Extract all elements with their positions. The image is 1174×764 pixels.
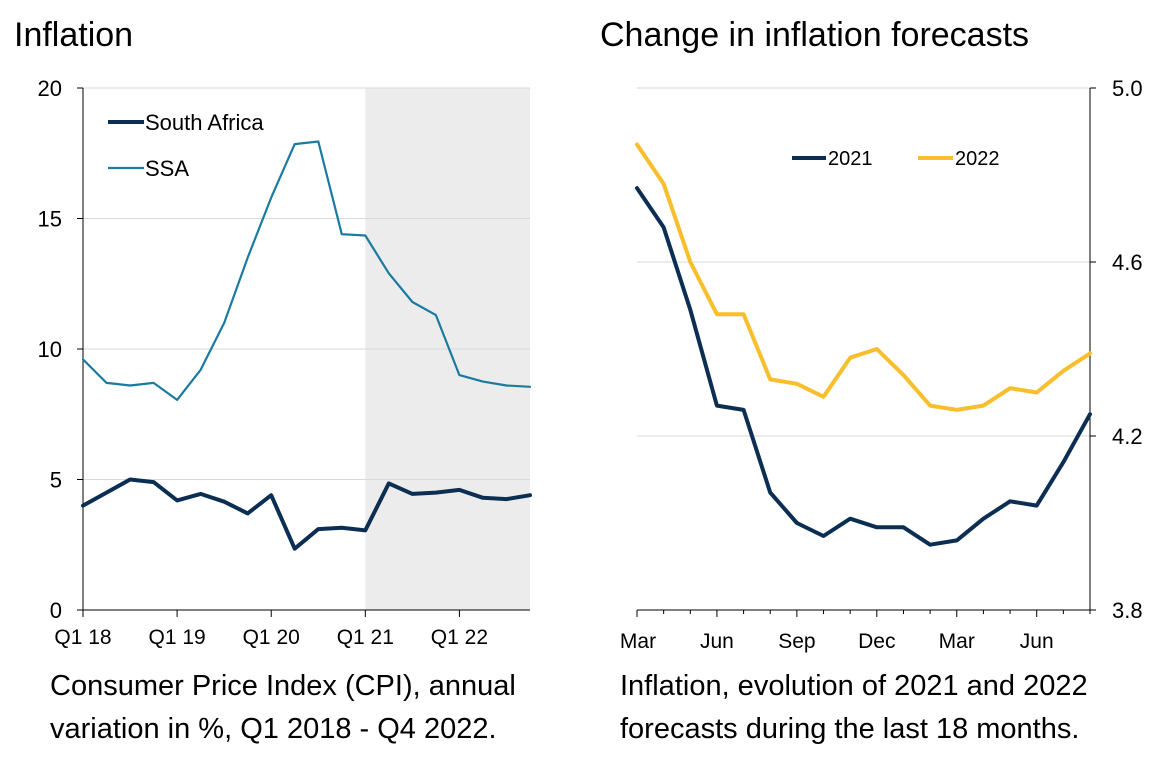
right-chart-title: Change in inflation forecasts bbox=[600, 16, 1029, 54]
left-series bbox=[81, 140, 532, 551]
right-caption-line-1: Inflation, evolution of 2021 and 2022 bbox=[620, 670, 1088, 702]
x-tick-label-q1-22: Q1 22 bbox=[431, 626, 488, 649]
legend-2022-label: 2022 bbox=[955, 148, 1000, 170]
x-tick-label-dec-3: Dec bbox=[858, 630, 895, 653]
y-tick-label-10: 10 bbox=[38, 337, 62, 362]
right-y-tick-labels: 3.8 4.2 4.6 5.0 bbox=[1090, 76, 1143, 623]
left-y-tick-labels: 0 5 10 15 20 bbox=[38, 76, 83, 623]
x-tick-label-sep-2: Sep bbox=[778, 630, 815, 653]
left-chart-title: Inflation bbox=[14, 16, 133, 54]
right-chart: Change in inflation forecasts 3.8 4.2 4.6 5… bbox=[600, 16, 1143, 745]
left-x-ticks: Q1 18 Q1 19 Q1 20 Q1 21 Q1 22 bbox=[54, 610, 488, 649]
x-tick-label-q1-20: Q1 20 bbox=[243, 626, 300, 649]
series-line-2022 bbox=[635, 142, 1092, 412]
left-gridlines bbox=[83, 87, 530, 480]
y-tick-label-20: 20 bbox=[38, 76, 62, 101]
left-caption-line-2: variation in %, Q1 2018 - Q4 2022. bbox=[50, 713, 497, 745]
right-series bbox=[635, 142, 1092, 547]
left-caption-line-1: Consumer Price Index (CPI), annual bbox=[50, 670, 516, 702]
right-legend: 2021 2022 bbox=[792, 148, 1000, 170]
x-tick-label-q1-19: Q1 19 bbox=[148, 626, 205, 649]
x-tick-label-mar-0: Mar bbox=[620, 630, 656, 653]
y-tick-label-4-6: 4.6 bbox=[1112, 250, 1143, 275]
x-tick-label-q1-18: Q1 18 bbox=[54, 626, 111, 649]
y-tick-label-5: 5 bbox=[50, 468, 62, 493]
series-line-2021 bbox=[635, 186, 1092, 547]
y-tick-label-15: 15 bbox=[38, 207, 62, 232]
series-line-south-africa bbox=[81, 477, 532, 551]
x-tick-label-q1-21: Q1 21 bbox=[337, 626, 394, 649]
legend-ssa-label: SSA bbox=[145, 156, 189, 181]
right-caption-line-2: forecasts during the last 18 months. bbox=[620, 713, 1079, 745]
right-x-ticks: Mar Jun Sep Dec Mar Jun bbox=[620, 610, 1091, 653]
x-tick-label-mar-4: Mar bbox=[939, 630, 975, 653]
y-tick-label-3-8: 3.8 bbox=[1112, 598, 1143, 623]
series-line-ssa bbox=[81, 140, 532, 401]
y-tick-label-5-0: 5.0 bbox=[1112, 76, 1143, 101]
y-tick-label-4-2: 4.2 bbox=[1112, 424, 1143, 449]
legend-south-africa-label: South Africa bbox=[145, 110, 264, 135]
y-tick-label-0: 0 bbox=[50, 598, 62, 623]
left-legend: South Africa SSA bbox=[108, 110, 264, 181]
legend-2021-label: 2021 bbox=[828, 148, 873, 170]
x-tick-label-jun-1: Jun bbox=[700, 630, 734, 653]
x-tick-label-jun-5: Jun bbox=[1020, 630, 1054, 653]
right-gridlines bbox=[637, 87, 1090, 437]
